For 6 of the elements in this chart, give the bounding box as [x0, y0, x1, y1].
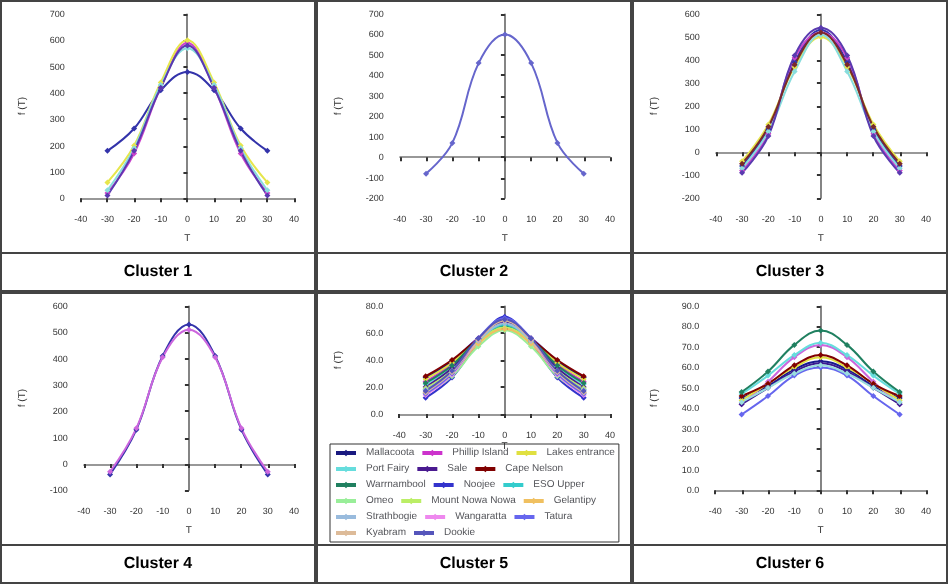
text: Cluster 2: [318, 252, 630, 290]
text: Cluster 6: [634, 544, 946, 582]
text: Cluster 3: [634, 252, 946, 290]
text: Cluster 4: [2, 544, 314, 582]
text: Cluster 5: [318, 544, 630, 582]
text: Cluster 1: [2, 252, 314, 290]
